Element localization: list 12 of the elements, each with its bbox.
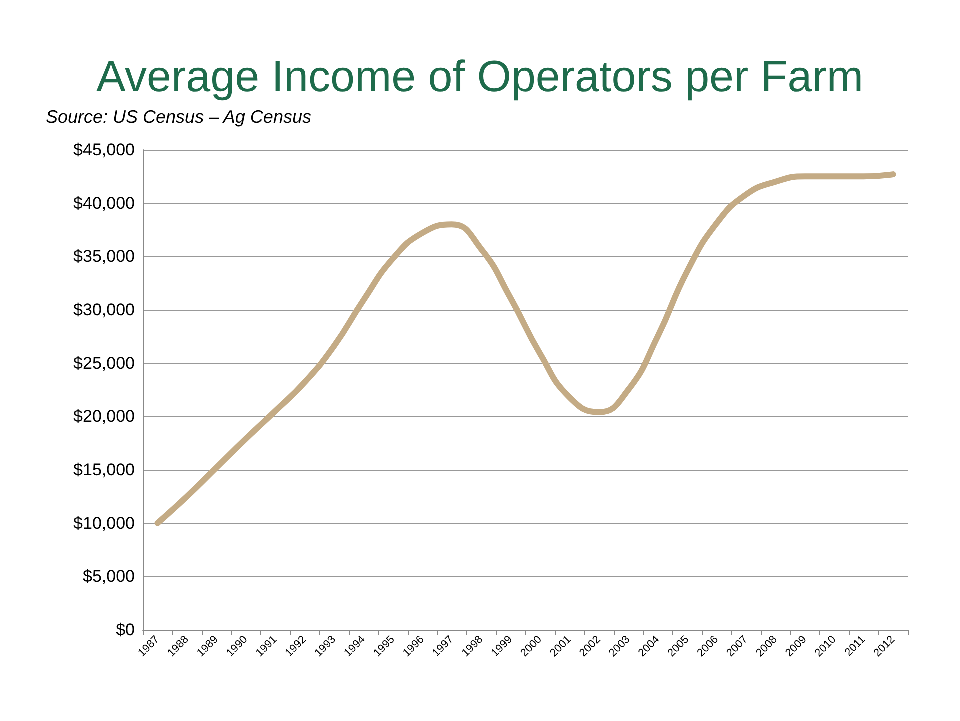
y-tick-label: $45,000 bbox=[74, 140, 135, 160]
source-note: Source: US Census – Ag Census bbox=[46, 107, 312, 127]
y-tick-label: $0 bbox=[116, 620, 135, 640]
y-tick-label: $40,000 bbox=[74, 194, 135, 213]
y-tick-label: $25,000 bbox=[74, 354, 135, 373]
y-tick-label: $10,000 bbox=[74, 514, 135, 533]
chart-title: Average Income of Operators per Farm bbox=[96, 52, 864, 102]
y-tick-label: $20,000 bbox=[74, 407, 135, 426]
y-tick-label: $35,000 bbox=[74, 247, 135, 266]
y-tick-label: $5,000 bbox=[83, 567, 135, 586]
y-tick-label: $15,000 bbox=[74, 460, 135, 480]
y-tick-label: $30,000 bbox=[74, 300, 135, 320]
